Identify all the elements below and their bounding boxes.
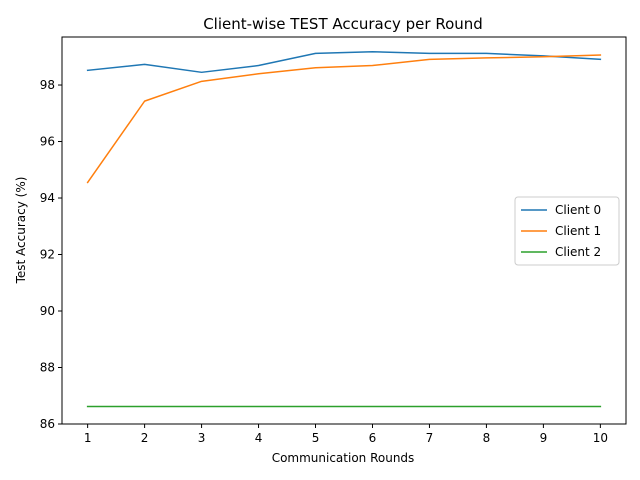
y-tick-label: 88 [40,361,55,375]
x-tick-label: 7 [426,431,434,445]
legend-label-2: Client 2 [555,245,601,259]
x-tick-label: 8 [483,431,491,445]
y-tick-label: 98 [40,78,55,92]
chart-title: Client-wise TEST Accuracy per Round [203,15,483,33]
y-tick-label: 96 [40,135,55,149]
series-line-1 [86,54,602,184]
x-tick-label: 4 [255,431,263,445]
x-tick-label: 3 [198,431,206,445]
legend: Client 0 Client 1 Client 2 [514,196,620,266]
y-tick-label: 92 [40,248,55,262]
x-tick-label: 5 [312,431,320,445]
series-line-0 [86,50,602,74]
x-axis: 1 2 3 4 5 6 7 8 9 10 [84,424,608,445]
y-tick-label: 86 [40,417,55,431]
y-axis-label: Test Accuracy (%) [14,177,28,285]
plot-frame [61,36,627,425]
legend-box [514,196,620,266]
y-tick-label: 90 [40,304,55,318]
legend-label-0: Client 0 [555,203,601,217]
x-tick-label: 10 [593,431,608,445]
plot-layer [86,50,602,408]
x-tick-label: 9 [540,431,548,445]
y-axis: 86 88 90 92 94 96 98 [40,78,62,431]
x-tick-label: 6 [369,431,377,445]
y-tick-label: 94 [40,191,55,205]
x-tick-label: 2 [141,431,149,445]
x-tick-label: 1 [84,431,92,445]
x-axis-label: Communication Rounds [272,451,415,465]
legend-label-1: Client 1 [555,224,601,238]
